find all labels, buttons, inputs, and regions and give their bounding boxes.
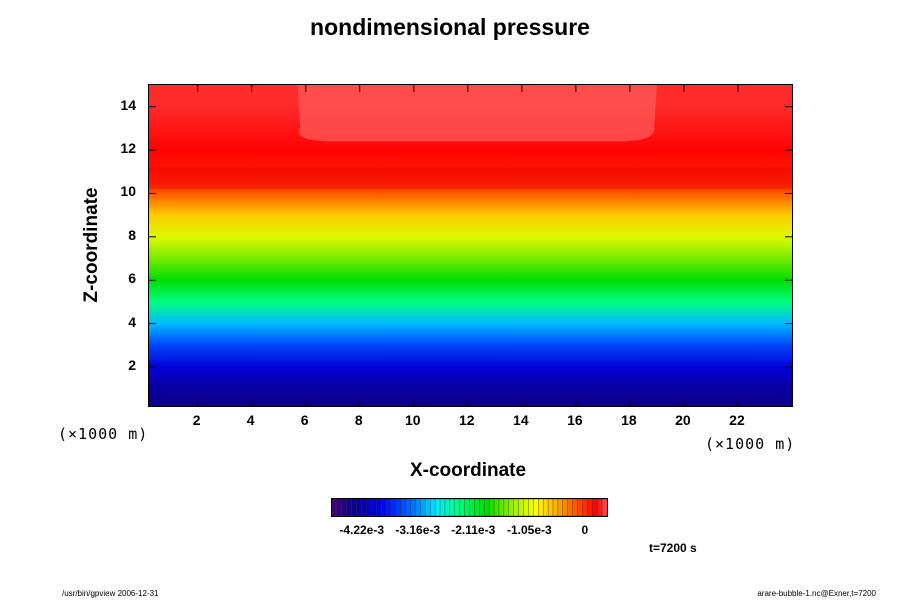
colorbar-cell: [449, 498, 456, 517]
colorbar-cell: [390, 498, 397, 517]
colorbar-cell: [351, 498, 358, 517]
colorbar-cell: [420, 498, 426, 517]
x-tick-label: 14: [513, 412, 529, 428]
time-annotation: t=7200 s: [649, 541, 697, 555]
colorbar-tick-label: 0: [581, 523, 589, 537]
colorbar-cell: [538, 498, 544, 517]
colorbar-cell: [444, 498, 451, 517]
colorbar-cell: [567, 498, 574, 517]
colorbar-cell: [395, 498, 402, 517]
y-tick-label: 12: [120, 140, 136, 157]
colorbar-cell: [518, 498, 525, 517]
footer-source: arare-bubble-1.nc@Exner,t=7200: [757, 589, 876, 598]
contour-band: [149, 167, 792, 190]
colorbar: [331, 498, 608, 517]
y-tick-label: 6: [128, 270, 136, 287]
x-tick-label: 6: [300, 412, 309, 428]
y-tick-label: 2: [128, 356, 136, 373]
colorbar-cell: [385, 498, 392, 517]
colorbar-cell: [582, 498, 588, 517]
colorbar-cell: [341, 498, 348, 517]
x-tick-label: 4: [246, 412, 255, 428]
colorbar-cell: [415, 498, 421, 517]
x-tick-label: 2: [192, 412, 201, 428]
colorbar-tick-label: -3.16e-3: [395, 523, 441, 537]
colorbar-cell: [528, 498, 534, 517]
colorbar-gradient: [331, 498, 608, 517]
x-axis-label: X-coordinate: [409, 460, 527, 481]
colorbar-cell: [503, 498, 510, 517]
x-tick-label: 22: [729, 412, 745, 428]
colorbar-cell: [587, 498, 593, 517]
colorbar-cell: [376, 498, 382, 517]
y-tick-label: 10: [120, 183, 136, 200]
colorbar-cell: [469, 498, 475, 517]
colorbar-cell: [356, 498, 362, 517]
y-axis-unit: (×1000 m): [58, 425, 149, 443]
colorbar-cell: [523, 498, 529, 517]
y-tick-label: 4: [128, 313, 136, 330]
x-tick-label: 18: [621, 412, 637, 428]
colorbar-cell: [508, 498, 515, 517]
chart-title: nondimensional pressure: [310, 14, 590, 40]
colorbar-cell: [405, 498, 412, 517]
x-tick-label: 10: [404, 412, 421, 428]
x-tick-label: 12: [459, 412, 475, 428]
colorbar-cell: [331, 498, 338, 517]
y-axis-label: Z-coordinate: [81, 187, 102, 303]
colorbar-cell: [601, 498, 608, 517]
colorbar-cell: [366, 498, 372, 517]
colorbar-cell: [400, 498, 407, 517]
colorbar-cell: [459, 498, 466, 517]
colorbar-cell: [592, 498, 598, 517]
colorbar-cell: [361, 498, 367, 517]
colorbar-cell: [557, 498, 564, 517]
colorbar-cell: [479, 498, 485, 517]
high-pressure-region: [297, 85, 657, 142]
colorbar-tick-label: -2.11e-3: [451, 523, 496, 537]
colorbar-cell: [439, 498, 446, 517]
colorbar-cell: [371, 498, 377, 517]
colorbar-cell: [454, 498, 461, 517]
colorbar-cell: [410, 498, 416, 517]
y-tick-label: 8: [128, 226, 136, 243]
colorbar-tick-label: -4.22e-3: [339, 523, 385, 537]
x-tick-label: 8: [354, 412, 363, 428]
colorbar-cell: [547, 498, 554, 517]
colorbar-cell: [493, 498, 500, 517]
colorbar-cell: [474, 498, 480, 517]
colorbar-cell: [562, 498, 569, 517]
colorbar-cell: [498, 498, 505, 517]
colorbar-cell: [430, 498, 436, 517]
x-axis-unit: (×1000 m): [705, 435, 796, 453]
colorbar-cell: [552, 498, 559, 517]
plot-area: [148, 84, 793, 407]
colorbar-cell: [434, 498, 441, 517]
colorbar-cell: [488, 498, 495, 517]
colorbar-tick-label: -1.05e-3: [506, 523, 552, 537]
colorbar-cell: [542, 498, 549, 517]
colorbar-cell: [484, 498, 490, 517]
x-tick-label: 16: [567, 412, 583, 428]
colorbar-cell: [346, 498, 353, 517]
colorbar-cell: [577, 498, 583, 517]
y-tick-label: 14: [120, 96, 136, 113]
footer-command: /usr/bin/gpview 2006-12-31: [62, 589, 159, 598]
colorbar-cell: [513, 498, 520, 517]
x-tick-label: 20: [675, 412, 691, 428]
colorbar-cell: [533, 498, 539, 517]
colorbar-cell: [336, 498, 343, 517]
colorbar-cell: [596, 498, 603, 517]
colorbar-cell: [380, 498, 387, 517]
colorbar-cell: [572, 498, 579, 517]
heatmap-field: [149, 85, 792, 406]
colorbar-cell: [464, 498, 470, 517]
colorbar-cell: [425, 498, 431, 517]
